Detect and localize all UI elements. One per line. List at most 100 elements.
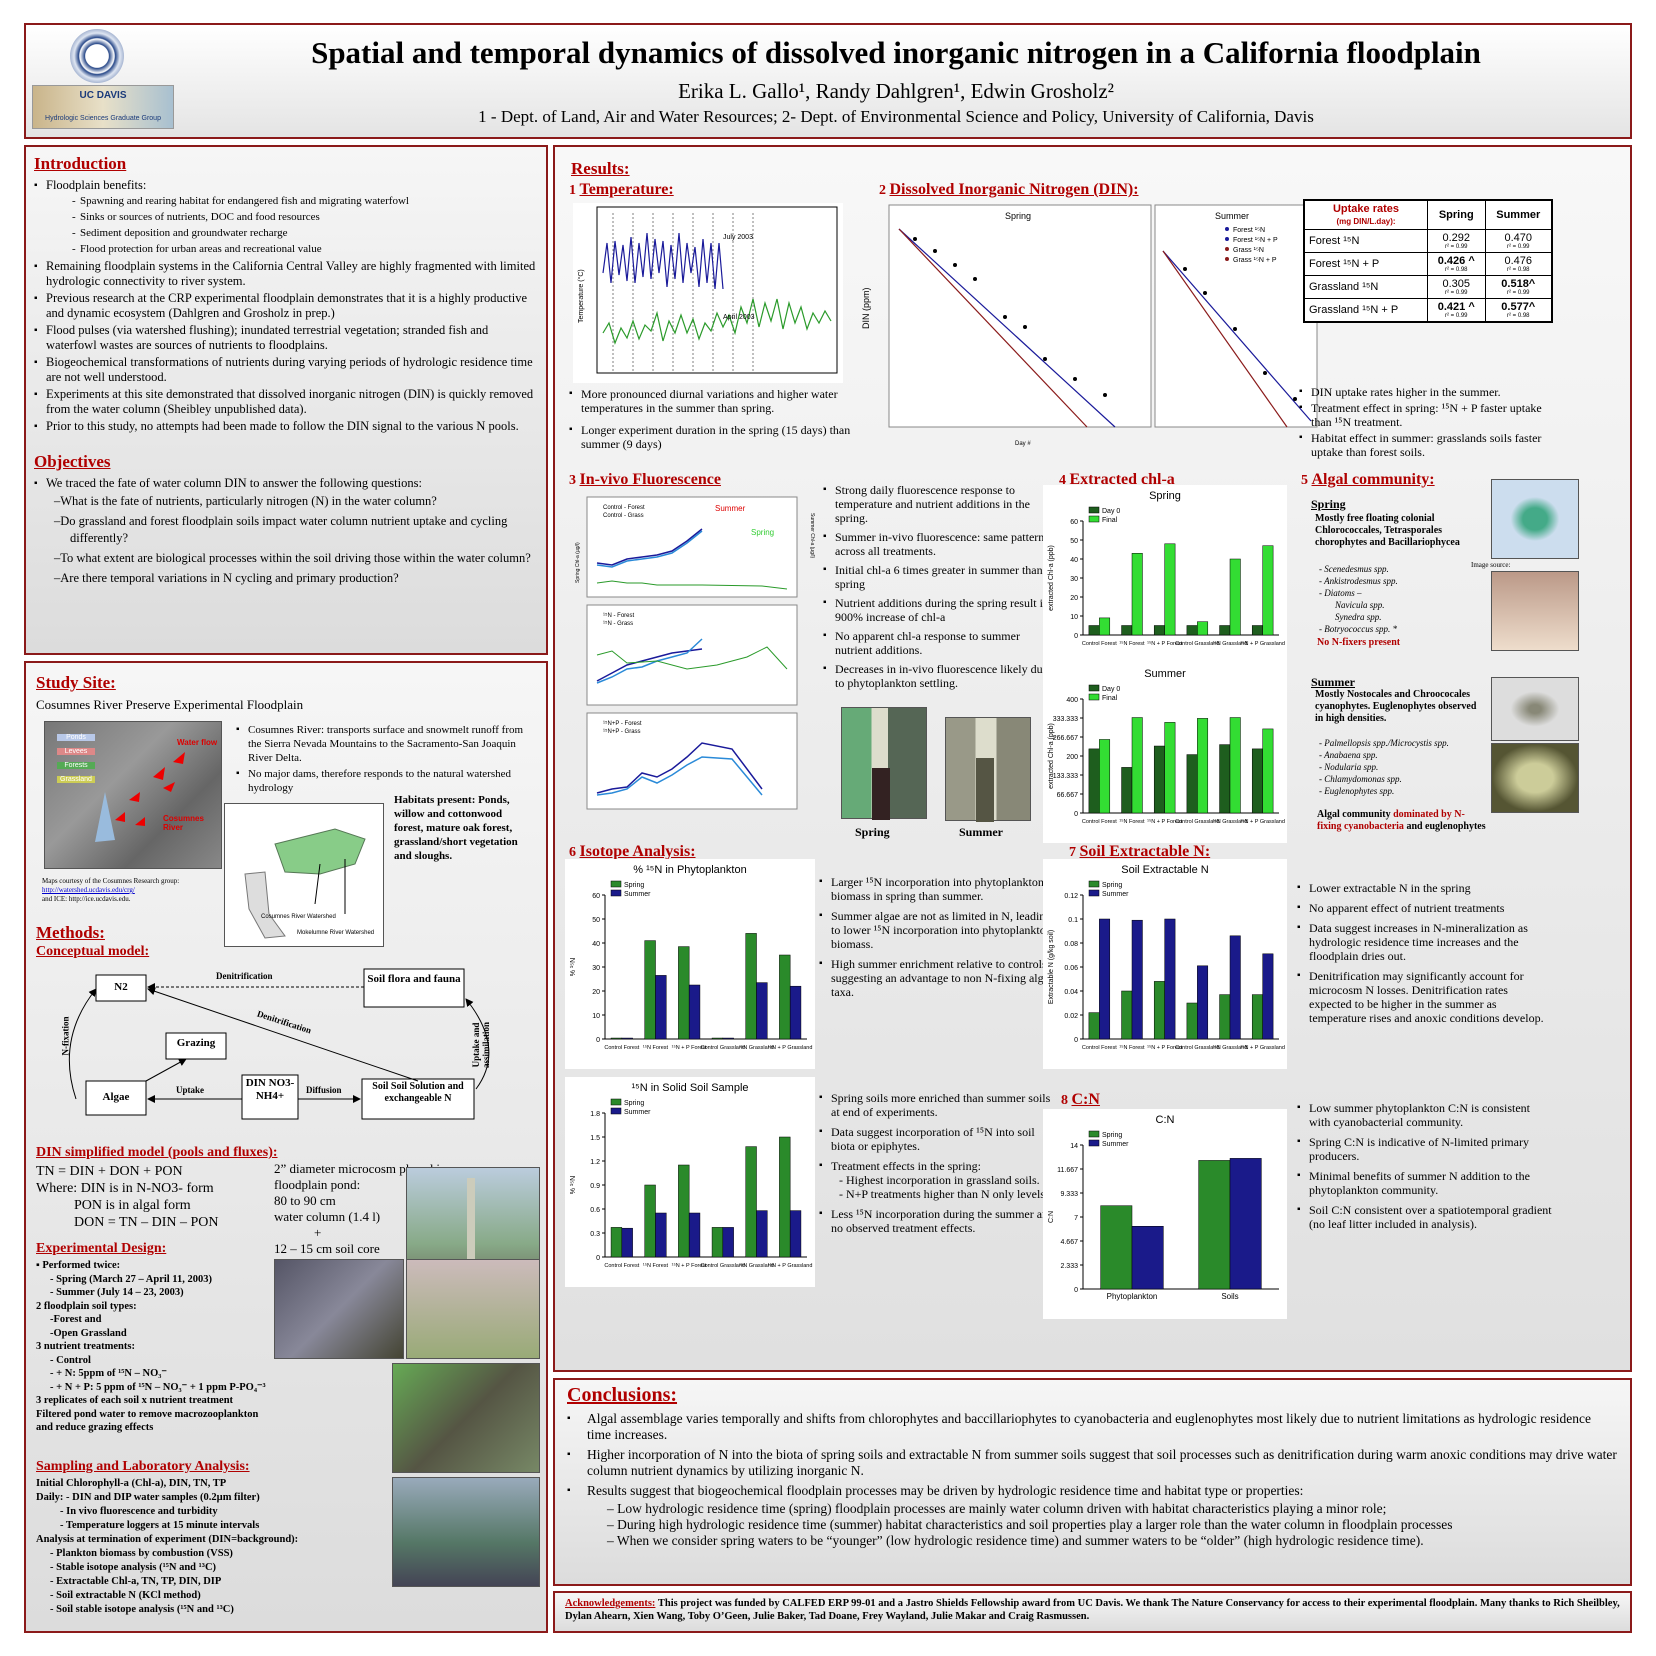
micro-line: 12 – 15 cm soil core bbox=[274, 1241, 380, 1256]
algae-photo-1 bbox=[1491, 479, 1579, 559]
uptake-r2: r² = 0.98 bbox=[1507, 313, 1530, 319]
conclusion-sub-text: When we consider spring waters to be “yo… bbox=[616, 1533, 1424, 1548]
iso-bullet: Treatment effects in the spring: - Highe… bbox=[819, 1159, 1055, 1201]
uptake-val: 0.470 bbox=[1504, 232, 1533, 244]
cm-edge-uptake: Uptake bbox=[176, 1085, 205, 1095]
study-bullet: Cosumnes River: transports surface and s… bbox=[236, 723, 536, 765]
uptake-h0b: (mg DIN/L.day): bbox=[1336, 217, 1396, 226]
chart-legend-swatch bbox=[1088, 1130, 1100, 1138]
chart-bar bbox=[1153, 981, 1165, 1040]
chart-bar bbox=[678, 946, 690, 1040]
sl-item: - Soil stable isotope analysis (¹⁵N and … bbox=[50, 1604, 234, 1615]
din-legend: Grass ¹⁵N bbox=[1233, 247, 1264, 254]
chart-tick-label: 1.5 bbox=[590, 1135, 600, 1142]
fl-bullet: Nutrient additions during the spring res… bbox=[823, 596, 1055, 624]
chart-tick-label: 50 bbox=[592, 917, 600, 924]
map-legend-ponds: Ponds bbox=[57, 734, 95, 741]
chart-category-label: ¹⁵N Grassland bbox=[739, 1262, 774, 1269]
methods-panel: Study Site: Cosumnes River Preserve Expe… bbox=[24, 661, 548, 1633]
chart-category-label: ¹⁵N Grassland bbox=[1213, 1044, 1248, 1051]
chl-section-title: 4 Extracted chl-a bbox=[1059, 471, 1175, 488]
sl-item: Analysis at termination of experiment (D… bbox=[36, 1534, 299, 1545]
alg-title: Algal community: bbox=[1311, 471, 1435, 488]
conclusions-heading: Conclusions: bbox=[567, 1384, 678, 1406]
uptake-row-label: Grassland ¹⁵N bbox=[1303, 275, 1428, 299]
chart-category-label: ¹⁵N + P Grassland bbox=[1240, 818, 1285, 825]
credit-line-1: Maps courtesy of the Cosumnes Research g… bbox=[42, 877, 180, 885]
microcosm-text: 2” diameter microcosm placed in floodpla… bbox=[274, 1161, 474, 1257]
alg-dominated: Algal community dominated by N-fixing cy… bbox=[1317, 809, 1487, 833]
chart-tick-label: 333.333 bbox=[1053, 716, 1078, 723]
chart-bar bbox=[1251, 994, 1263, 1040]
chart-category-label: Control Grassland bbox=[1175, 819, 1219, 825]
fl-label-summer: Summer bbox=[715, 504, 746, 513]
chart-tick-label: 30 bbox=[592, 965, 600, 972]
chart-bar bbox=[1229, 717, 1241, 814]
alg-taxon: - Scenedesmus spp. bbox=[1319, 564, 1389, 574]
alg-taxon: - Ankistrodesmus spp. bbox=[1319, 576, 1398, 586]
chart-legend-label: Spring bbox=[1102, 1132, 1122, 1139]
chart-tick-label: 0.1 bbox=[1068, 917, 1078, 924]
chart-category-label: ¹⁵N Forest bbox=[1119, 818, 1145, 825]
chart-bar bbox=[1100, 1205, 1133, 1290]
chart-category-label: Phytoplankton bbox=[1107, 1292, 1158, 1301]
exp-design-heading: Experimental Design: bbox=[36, 1241, 167, 1256]
chart-bar bbox=[621, 1227, 633, 1258]
uptake-cell: 0.421 ^ r² = 0.99 bbox=[1426, 298, 1486, 323]
chart-bar bbox=[1251, 748, 1263, 814]
iso-bullet: Larger ¹⁵N incorporation into phytoplank… bbox=[819, 875, 1055, 903]
ed-item: 3 replicates of each soil x nutrient tre… bbox=[36, 1395, 234, 1406]
cm-edge-denit1: Denitrification bbox=[216, 971, 273, 981]
uptake-val: 0.292 bbox=[1442, 232, 1471, 244]
chart-tick-label: 60 bbox=[592, 893, 600, 900]
chart-tick-label: 0 bbox=[1074, 1287, 1078, 1294]
din-bullet: Habitat effect in summer: grasslands soi… bbox=[1299, 431, 1561, 459]
conclusion-sub: – During high hydrologic residence time … bbox=[607, 1517, 1453, 1532]
din-eq-2: Where: DIN is in N-NO3- form bbox=[36, 1181, 214, 1196]
algae-photo-4 bbox=[1491, 743, 1579, 813]
conclusion-sub: – Low hydrologic residence time (spring)… bbox=[607, 1501, 1387, 1516]
chart-bar bbox=[644, 1184, 656, 1258]
intro-bullet: Biogeochemical transformations of nutrie… bbox=[34, 355, 538, 385]
credit-link[interactable]: http://watershed.ucdavis.edu/crg/ bbox=[42, 886, 135, 894]
chart-tick-label: 0.02 bbox=[1064, 1013, 1078, 1020]
summer-core-photo bbox=[945, 717, 1031, 822]
ed-item: - + N: 5ppm of ¹⁵N – NO₃⁻ bbox=[50, 1368, 167, 1379]
study-subtitle: Cosumnes River Preserve Experimental Flo… bbox=[36, 697, 304, 712]
uptake-val: 0.476 bbox=[1504, 255, 1533, 267]
obj-question: –Do grassland and forest floodplain soil… bbox=[54, 514, 508, 545]
chart-legend-swatch bbox=[1088, 684, 1100, 692]
chart-category-label: ¹⁵N Grassland bbox=[1213, 640, 1248, 647]
methods-heading: Methods: bbox=[36, 923, 105, 942]
chart-category-label: Control Forest bbox=[1082, 1045, 1117, 1051]
chart-legend-swatch bbox=[1088, 1139, 1100, 1147]
temperature-chart: July 2003 April 2003 Temperature (°C) bbox=[573, 203, 843, 383]
chart-bar bbox=[1088, 748, 1100, 814]
uptake-val: 0.305 bbox=[1442, 278, 1471, 290]
chart-bar bbox=[1164, 918, 1176, 1040]
fl-bullet: Summer in-vivo fluorescence: same patter… bbox=[823, 530, 1055, 558]
ed-item: Filtered pond water to remove macrozoopl… bbox=[36, 1408, 259, 1434]
alg-taxon: - Chlamydomonas spp. bbox=[1319, 774, 1402, 784]
alg-taxon: - Nodularia spp. bbox=[1319, 762, 1379, 772]
intro-bullet: Remaining floodplain systems in the Cali… bbox=[34, 259, 538, 289]
fl-label-spring: Spring bbox=[751, 528, 774, 537]
cn-chart: C:N C:N 0 2.333 4.667 7 9.333 11.667 14 Phytoplan… bbox=[1043, 1109, 1287, 1319]
chart-category-label: Control Forest bbox=[604, 1263, 639, 1269]
fl-bullet: Strong daily fluorescence response to te… bbox=[823, 483, 1055, 525]
chart-bar bbox=[1262, 953, 1274, 1040]
soil-section-title: 7 Soil Extractable N: bbox=[1069, 843, 1211, 860]
iso-b2-3: Treatment effects in the spring: bbox=[831, 1159, 981, 1173]
chart-legend-swatch bbox=[1088, 889, 1100, 897]
chart-tick-label: 7 bbox=[1074, 1215, 1078, 1222]
chart-tick-label: 0.06 bbox=[1064, 965, 1078, 972]
uptake-cell: 0.426 ^ r² = 0.98 bbox=[1426, 252, 1486, 276]
chart-bar bbox=[655, 975, 667, 1040]
chart-category-label: ¹⁵N + P Grassland bbox=[1240, 640, 1285, 647]
results-heading: Results: bbox=[571, 159, 630, 178]
cn-bullet: Low summer phytoplankton C:N is consiste… bbox=[1297, 1101, 1553, 1129]
iso-bullet: Spring soils more enriched than summer s… bbox=[819, 1091, 1055, 1119]
chart-tick-label: 66.667 bbox=[1057, 792, 1079, 799]
chart-bar bbox=[1131, 919, 1143, 1040]
din-legend: Forest ¹⁵N + P bbox=[1233, 237, 1278, 244]
